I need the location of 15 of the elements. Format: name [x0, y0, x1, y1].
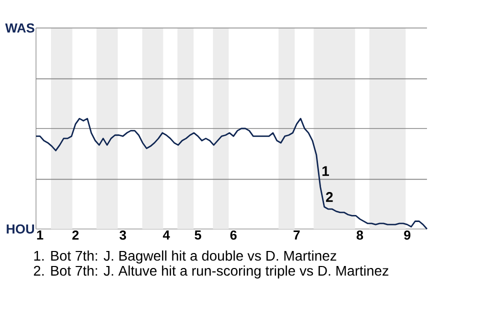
- text: 2. Bot 7th: J. Altuve hit a run-scoring triple vs D. Martinez: [34, 265, 388, 279]
- text: HOU: [6, 224, 34, 234]
- x-tick-label: 5: [194, 230, 202, 240]
- x-tick-label: 1: [37, 230, 44, 240]
- text: WAS: [5, 23, 34, 33]
- annotation: 1: [322, 166, 329, 176]
- annotation: 2: [326, 192, 333, 202]
- x-tick-label: 9: [404, 230, 410, 240]
- x-tick-label: 8: [356, 230, 364, 240]
- x-tick-label: 6: [230, 230, 237, 240]
- x-tick-label: 3: [120, 230, 126, 240]
- text: 1. Bot 7th: J. Bagwell hit a double vs D. Martinez: [34, 250, 336, 264]
- x-tick-label: 2: [72, 230, 79, 240]
- x-tick-label: 7: [294, 230, 300, 240]
- x-tick-label: 4: [162, 230, 170, 240]
